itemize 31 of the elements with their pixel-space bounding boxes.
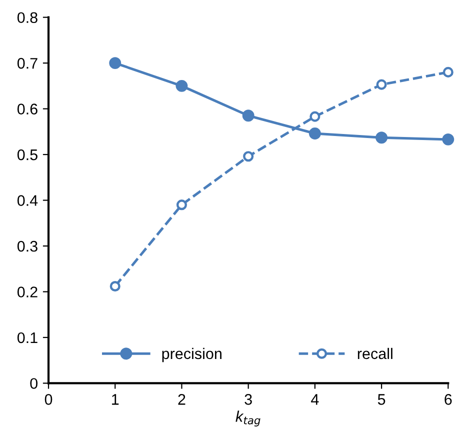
point — [376, 79, 387, 90]
y-tick-label: 0.6 — [17, 104, 38, 114]
x-tick-label: 4 — [311, 394, 319, 405]
point — [310, 111, 320, 122]
y-tick-label: 0.8 — [17, 12, 38, 24]
legend-label: precision — [162, 348, 222, 362]
x-tick-label: 3 — [244, 394, 252, 405]
point — [442, 133, 454, 146]
y-tick-label: 0.1 — [17, 332, 38, 344]
point — [110, 280, 120, 292]
point — [109, 57, 122, 70]
point — [308, 128, 321, 140]
y-tick-label: 0.2 — [17, 286, 38, 298]
y-tick-label: 0.5 — [17, 149, 38, 160]
x-tick-label: 6 — [444, 394, 452, 405]
legend-label: recall — [358, 348, 392, 360]
point — [442, 66, 454, 78]
point — [376, 132, 388, 144]
x-axis-title: k$_{tag}$ — [236, 410, 260, 426]
y-tick-label: 0 — [30, 378, 38, 389]
point — [243, 151, 254, 162]
y-tick-label: 0.7 — [17, 58, 38, 69]
x-tick-label: 5 — [378, 394, 386, 405]
point — [176, 80, 188, 92]
x-tick-label: 0 — [44, 394, 52, 405]
x-tick-label: 2 — [178, 394, 186, 405]
y-tick-label: 0.3 — [17, 240, 38, 252]
point — [242, 110, 254, 122]
point — [176, 200, 187, 210]
x-tick-label: 1 — [112, 394, 119, 405]
y-tick-label: 0.4 — [17, 195, 38, 206]
